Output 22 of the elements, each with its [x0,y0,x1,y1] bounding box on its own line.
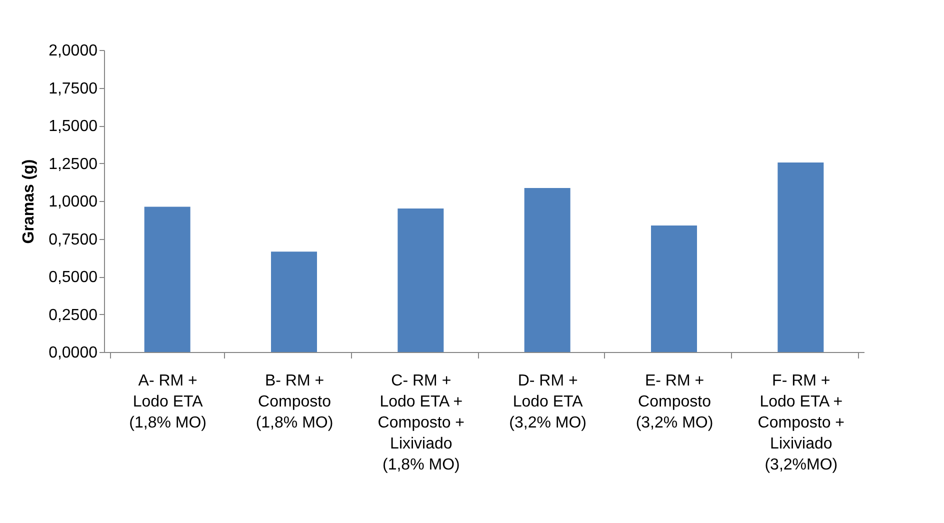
y-tick-label: 0,2500 [48,306,98,324]
x-tick-label: F- RM + Lodo ETA + Composto + Lixiviado (3,2%MO) [758,372,845,474]
x-tick-label: B- RM + Composto (1,8% MO) [256,372,334,432]
y-tick-label: 0,7500 [48,231,98,248]
bar [651,225,697,352]
y-tick-label: 2,0000 [48,42,98,60]
bar [271,252,317,352]
y-tick-label: 1,2500 [48,156,98,173]
y-axis-title: Gramas (g) [20,159,38,244]
y-tick-label: 0,0000 [48,344,98,362]
y-tick-label: 1,7500 [48,80,98,98]
y-tick-label: 0,5000 [48,269,98,286]
y-tick-label: 1,5000 [48,118,98,135]
x-tick-label: D- RM + Lodo ETA (3,2% MO) [509,372,587,432]
x-tick-label: A- RM + Lodo ETA (1,8% MO) [129,372,207,432]
bar [778,162,824,352]
bar [524,188,570,352]
y-tick-label: 1,0000 [48,194,98,210]
bar [398,208,444,352]
x-tick-label: E- RM + Composto (3,2% MO) [636,372,714,432]
x-tick-label: C- RM + Lodo ETA + Composto + Lixiviado (1,8% MO) [378,372,465,474]
bar [144,206,190,352]
